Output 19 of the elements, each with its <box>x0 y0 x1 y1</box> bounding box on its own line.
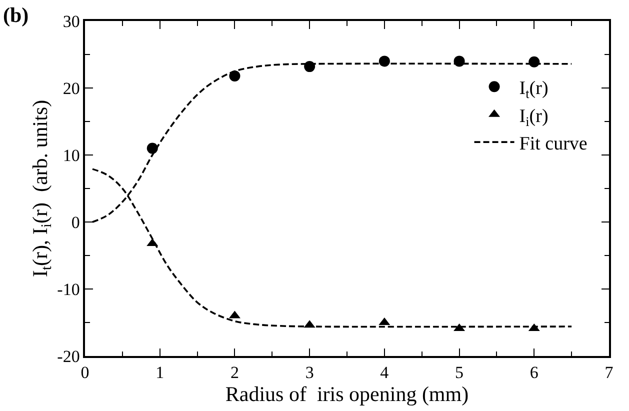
legend-label: I$_{i}$(r) <box>519 106 548 129</box>
y-tick-label: 0 <box>71 212 80 232</box>
y-tick-label: -20 <box>57 346 80 366</box>
x-tick-label: 4 <box>380 363 390 382</box>
y-tick-label: 30 <box>62 12 80 31</box>
y-tick-label: -10 <box>57 280 80 299</box>
x-tick-label: 1 <box>156 363 164 382</box>
y-tick-label: 20 <box>62 78 80 98</box>
x-tick-label: 7 <box>604 363 614 382</box>
y-tick-label: 10 <box>62 146 80 165</box>
point <box>146 142 158 154</box>
text: (b) <box>3 3 29 27</box>
legend-label: I$_{t}$(r) <box>519 78 548 102</box>
legend-label: Fit curve <box>519 133 588 154</box>
x-tick-label: 2 <box>230 363 239 382</box>
x-tick-label: 3 <box>305 363 314 382</box>
x-axis-title: Radius of iris opening (mm) <box>225 382 469 406</box>
x-tick-label: 5 <box>455 363 464 382</box>
x-tick-label: 6 <box>530 363 538 382</box>
